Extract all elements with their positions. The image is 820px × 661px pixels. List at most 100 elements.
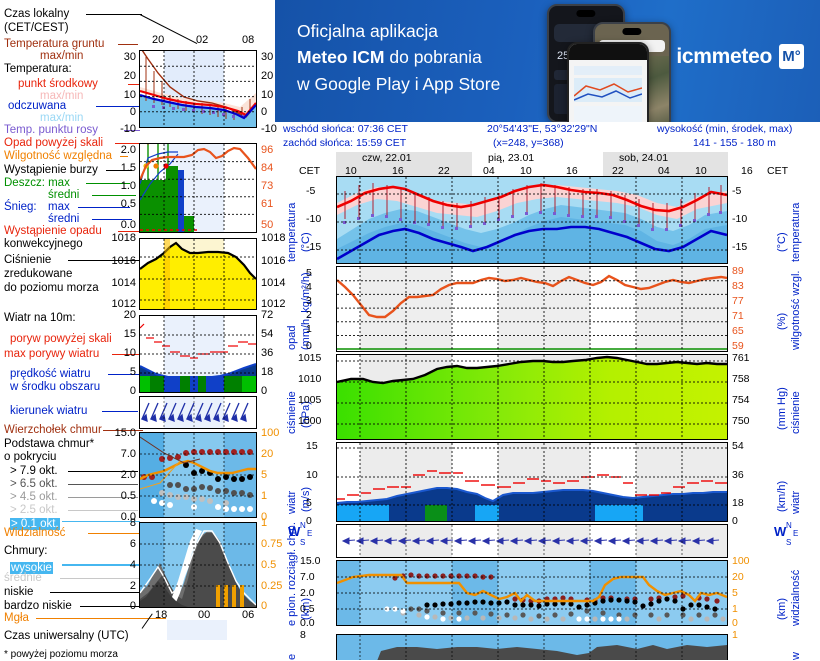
- legend-label-dewpoint: Temp. punktu rosy: [4, 124, 98, 137]
- banner-line-1: Oficjalna aplikacja: [297, 21, 438, 42]
- icmmeteo-logo[interactable]: icmmeteo M°: [676, 44, 804, 69]
- precip-ytick-l0: 5: [306, 268, 334, 278]
- compass-e-left: E: [307, 529, 312, 539]
- sunset-label: zachód słońca: 15:59 CET: [283, 137, 406, 150]
- mini-wind-ytick-l3: 5: [110, 367, 136, 378]
- legend-label-snow: Śnieg:: [4, 201, 37, 214]
- humidity-ytick-r3: 71: [732, 311, 744, 321]
- precip-ytick-l4: 1: [306, 324, 334, 334]
- temp-ytick-r1: -10: [732, 214, 747, 224]
- leader-clouds-low: [50, 592, 140, 593]
- mini-chart-cloudbase[interactable]: [139, 432, 257, 518]
- mini-chart-pressure[interactable]: [139, 238, 257, 310]
- mini-vis-ytick-r2: 0.5: [261, 560, 276, 571]
- mini-chart-cloud-layers[interactable]: [139, 522, 257, 608]
- wind-ytick-r3: 0: [732, 516, 738, 526]
- mini-wind-ytick-r4: 0: [261, 386, 267, 397]
- vis-ytick-r1: 20: [732, 572, 744, 582]
- wind-ytick-r1: 36: [732, 470, 744, 480]
- legend-label-pressure3: do poziomu morza: [4, 282, 99, 295]
- legend-label-wind10m: Wiatr na 10m:: [4, 312, 76, 325]
- legend-label-thunderstorm: Wystąpienie burzy: [4, 164, 98, 177]
- mini-temp-ytick-l1: 20: [110, 71, 136, 82]
- mini-chart-wind[interactable]: [139, 315, 257, 393]
- mini-vis-ytick-l0: 8: [110, 518, 136, 529]
- mini-wind-ytick-r0: 72: [261, 310, 273, 321]
- vis-ytick-r2: 5: [732, 588, 738, 598]
- cloud-ytick-l4: 0.0: [300, 618, 334, 628]
- press-ytick-l1: 1010: [298, 374, 334, 384]
- legend-label-clouds: Chmury:: [4, 545, 47, 558]
- banner-line-2: Meteo ICM do pobrania: [297, 47, 482, 68]
- vis-ytick-r0: 100: [732, 556, 750, 566]
- sunrise-label: wschód słońca: 07:36 CET: [283, 123, 408, 136]
- chart-pressure[interactable]: [336, 354, 728, 440]
- tz-left-label: CET: [299, 165, 320, 177]
- mini-precip-ytick-r4: 50: [261, 220, 273, 231]
- press-ytick-r1: 758: [732, 374, 750, 384]
- chart-cloud-layers[interactable]: [336, 634, 728, 660]
- mini-temp-ytick-l3: 0: [110, 107, 136, 118]
- legend-label-wind-speed: prędkość wiatru: [10, 368, 91, 381]
- ytitle-cloudthickness-left: e pion. rozciągł. chm.: [286, 560, 298, 626]
- legend-label-humidity: Wilgotność względna: [4, 150, 112, 163]
- wind-ytick-l1: 10: [306, 470, 334, 480]
- leader-okt-65: [68, 484, 138, 485]
- chart-clouds-visibility[interactable]: [336, 560, 728, 626]
- mini-precip-ytick-l3: 0.5: [110, 199, 136, 210]
- coordinates-label: 20°54'43"E, 53°32'29"N: [487, 123, 597, 136]
- chart-precipitation-humidity[interactable]: [336, 266, 728, 352]
- temp-ytick-l0: -5: [306, 186, 334, 196]
- mini-chart-temperature[interactable]: [139, 50, 257, 128]
- temp-ytick-r0: -5: [732, 186, 741, 196]
- mini-wind-ytick-r3: 18: [261, 367, 273, 378]
- mini-vis-ytick-l2: 4: [110, 560, 136, 571]
- ytitle-humidity-right: wilgotność wzgl.: [790, 268, 802, 350]
- legend-label-cloud-base: Podstawa chmur*: [4, 438, 94, 451]
- mini-temp-ytick-r3: 0: [261, 107, 267, 118]
- leader-wind-direction: [102, 411, 138, 412]
- leader-humidity: [120, 156, 128, 157]
- humidity-ytick-r4: 65: [732, 326, 744, 336]
- mini-precip-ytick-r3: 61: [261, 199, 273, 210]
- mini-vis-ytick-r4: 0: [261, 601, 267, 612]
- legend-label-temperature: Temperatura:: [4, 63, 72, 76]
- altitude-value: 141 - 155 - 180 m: [693, 137, 776, 150]
- compass-s-right: S: [786, 538, 791, 548]
- mini-hour-06: 06: [242, 610, 254, 621]
- legend-label-gust-overscale: poryw powyżej skali: [10, 333, 112, 346]
- press-ytick-l0: 1015: [298, 353, 334, 363]
- mini-cloud-ytick-r0: 100: [261, 428, 279, 439]
- app-promo-banner[interactable]: Oficjalna aplikacja Meteo ICM do pobrani…: [275, 0, 820, 122]
- ytitle-pressure-right: ciśnienie: [790, 360, 802, 434]
- mini-wind-ytick-r1: 54: [261, 329, 273, 340]
- cloud-ytick-l3: 0.5: [300, 604, 334, 614]
- humidity-ytick-r0: 89: [732, 266, 744, 276]
- mini-hour-02: 02: [196, 35, 208, 46]
- ytitle-layers-right: w: [790, 636, 802, 660]
- mini-precip-ytick-l4: 0.0: [110, 220, 136, 231]
- mini-hour-18: 18: [155, 610, 167, 621]
- wind-ytick-l3: 0: [306, 516, 334, 526]
- mini-chart-precipitation[interactable]: [139, 143, 257, 233]
- mini-chart-wind-direction[interactable]: [139, 396, 257, 429]
- humidity-ytick-r5: 59: [732, 341, 744, 351]
- chart-wind-direction[interactable]: [336, 524, 728, 558]
- leader-local-time: [86, 14, 142, 15]
- mini-vis-ytick-r0: 1: [261, 518, 267, 529]
- mini-press-ytick-l1: 1016: [104, 256, 136, 267]
- mini-hour-20: 20: [152, 35, 164, 46]
- press-ytick-l2: 1005: [298, 395, 334, 405]
- mini-press-ytick-r0: 1018: [261, 233, 285, 244]
- mini-vis-ytick-r1: 0.75: [261, 539, 282, 550]
- mini-cloud-ytick-r1: 20: [261, 449, 273, 460]
- vis-ytick-r3: 1: [732, 604, 738, 614]
- ytitle-precip-left: opad: [286, 268, 298, 350]
- chart-wind[interactable]: [336, 442, 728, 522]
- legend-label-pressure2: zredukowane: [4, 268, 72, 281]
- yunit-humidity-right: (%): [776, 290, 788, 330]
- cloud-ytick-l1: 7.0: [300, 572, 334, 582]
- phone-notch-icon: [576, 10, 595, 17]
- cloud-ytick-l0: 15.0: [300, 556, 334, 566]
- chart-temperature[interactable]: [336, 176, 728, 264]
